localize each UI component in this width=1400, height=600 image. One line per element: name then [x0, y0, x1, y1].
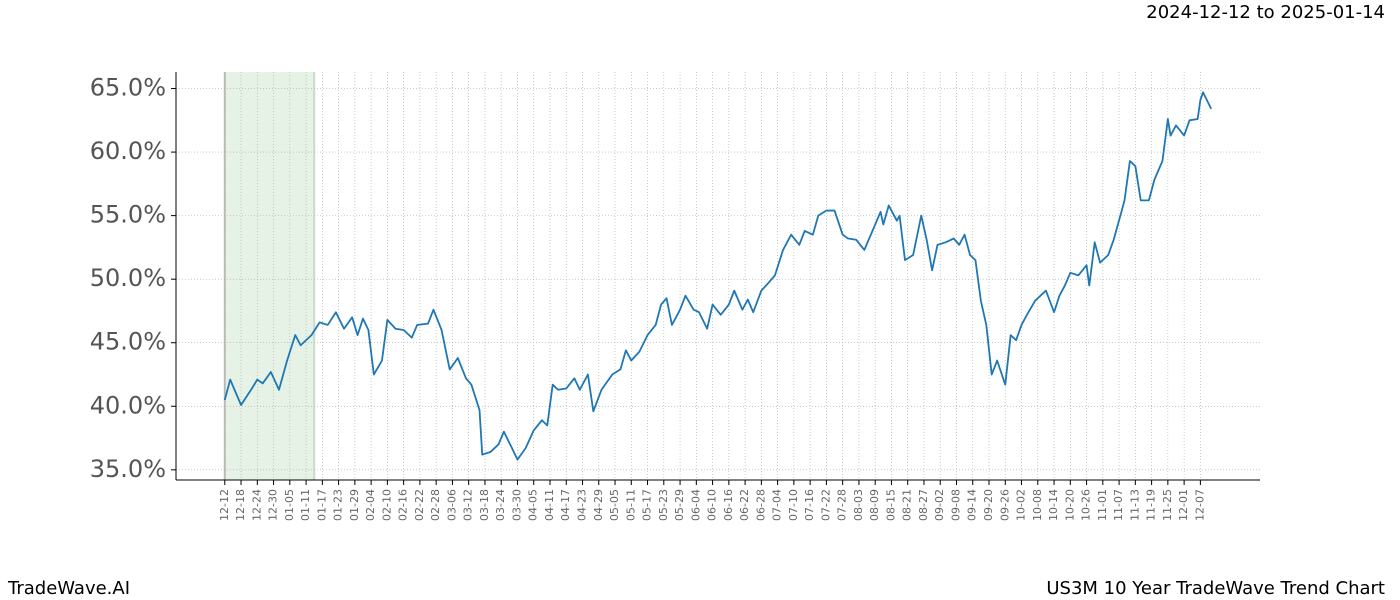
x-tick-label: 06-22	[738, 489, 751, 521]
x-tick-label: 01-11	[299, 489, 312, 521]
x-tick-label: 04-29	[592, 489, 605, 521]
x-tick-label: 02-28	[429, 489, 442, 521]
x-tick-label: 05-05	[608, 489, 621, 521]
x-tick-label: 08-27	[917, 489, 930, 521]
x-tick-label: 07-04	[771, 489, 784, 521]
x-tick-label: 12-07	[1193, 489, 1206, 521]
x-tick-label: 09-08	[949, 489, 962, 521]
y-tick-label: 60.0%	[90, 137, 166, 165]
x-tick-label: 02-10	[380, 489, 393, 521]
x-tick-label: 10-26	[1080, 489, 1093, 521]
x-tick-label: 11-07	[1112, 489, 1125, 521]
x-tick-label: 12-01	[1177, 489, 1190, 521]
plot: 12-12 12-18 12-24 12-30 01-05 01-11 01-17 01-23…	[90, 72, 1260, 521]
brand: TradeWave.AI	[7, 578, 130, 599]
x-tick-label: 05-23	[657, 489, 670, 521]
x-tick-label: 11-13	[1128, 489, 1141, 521]
x-tick-label: 10-08	[1031, 489, 1044, 521]
x-tick-label: 10-20	[1063, 489, 1076, 521]
y-tick-label: 45.0%	[90, 328, 166, 356]
x-tick-label: 10-02	[1015, 489, 1028, 521]
x-tick-label: 07-10	[787, 489, 800, 521]
highlight-band	[224, 72, 315, 480]
y-tick-label: 35.0%	[90, 455, 166, 483]
x-tick-label: 05-29	[673, 489, 686, 521]
trend-line	[223, 91, 1213, 461]
x-tick-label: 01-05	[283, 489, 296, 521]
x-tick-label: 08-09	[868, 489, 881, 521]
x-tick-label: 07-28	[836, 489, 849, 521]
x-tick-label: 04-05	[527, 489, 540, 521]
x-tick-label: 11-01	[1096, 489, 1109, 521]
x-tick-label: 06-10	[706, 489, 719, 521]
x-tick-label: 07-16	[803, 489, 816, 521]
x-tick-label: 11-19	[1145, 489, 1158, 521]
x-tick-label: 08-21	[901, 489, 914, 521]
x-tick-label: 03-30	[510, 489, 523, 521]
x-tick-label: 03-06	[445, 489, 458, 521]
x-tick-label: 09-26	[998, 489, 1011, 521]
x-tick-label: 03-24	[494, 489, 507, 521]
x-tick-label: 09-20	[982, 489, 995, 521]
x-tick-label: 08-03	[852, 489, 865, 521]
x-tick-label: 04-11	[543, 489, 556, 521]
x-tick-label: 08-15	[884, 489, 897, 521]
date-range: 2024-12-12 to 2025-01-14	[1146, 2, 1385, 23]
x-tick-label: 04-17	[559, 489, 572, 521]
chart-title: US3M 10 Year TradeWave Trend Chart	[1046, 578, 1385, 599]
x-tick-label: 09-14	[966, 489, 979, 521]
x-tick-label: 05-11	[624, 489, 637, 521]
x-tick-label: 01-29	[348, 489, 361, 521]
y-tick-label: 40.0%	[90, 391, 166, 419]
x-tick-label: 10-14	[1047, 489, 1060, 521]
x-tick-label: 04-23	[576, 489, 589, 521]
x-tick-label: 03-12	[462, 489, 475, 521]
x-tick-label: 12-18	[234, 489, 247, 521]
y-tick-label: 55.0%	[90, 201, 166, 229]
x-tick-label: 07-22	[819, 489, 832, 521]
x-tick-label: 06-16	[722, 489, 735, 521]
x-tick-label: 06-04	[689, 489, 702, 521]
x-tick-label: 01-17	[315, 489, 328, 521]
x-tick-label: 02-22	[413, 489, 426, 521]
x-tick-label: 12-24	[250, 489, 263, 521]
x-tick-label: 03-18	[478, 489, 491, 521]
y-tick-label: 50.0%	[90, 264, 166, 292]
x-tick-label: 12-12	[218, 489, 231, 521]
x-tick-label: 12-30	[267, 489, 280, 521]
x-tick-label: 05-17	[641, 489, 654, 521]
x-tick-label: 02-16	[397, 489, 410, 521]
x-tick-label: 01-23	[332, 489, 345, 521]
x-tick-label: 06-28	[754, 489, 767, 521]
x-tick-label: 02-04	[364, 489, 377, 521]
x-tick-label: 11-25	[1161, 489, 1174, 521]
x-tick-label: 09-02	[933, 489, 946, 521]
y-tick-label: 65.0%	[90, 74, 166, 102]
